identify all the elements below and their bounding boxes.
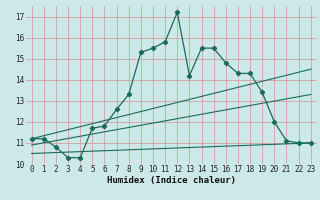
X-axis label: Humidex (Indice chaleur): Humidex (Indice chaleur) bbox=[107, 176, 236, 185]
